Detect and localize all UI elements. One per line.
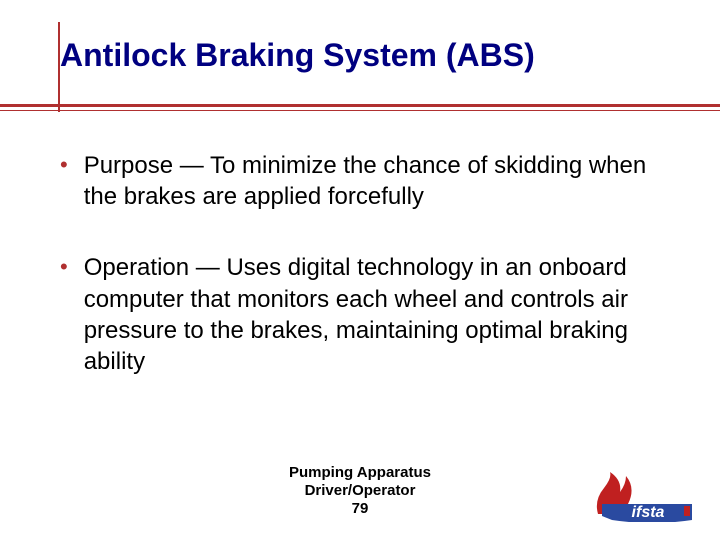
bullet-text: Purpose — To minimize the chance of skid… (84, 150, 660, 212)
bullet-item: • Operation — Uses digital technology in… (60, 252, 660, 377)
bullet-text: Operation — Uses digital technology in a… (84, 252, 660, 377)
logo-accent (684, 506, 690, 516)
content-area: • Purpose — To minimize the chance of sk… (60, 150, 660, 417)
slide-title: Antilock Braking System (ABS) (60, 38, 680, 73)
ifsta-logo: ifsta (592, 470, 692, 522)
bullet-dot-icon: • (60, 256, 68, 278)
logo-text: ifsta (632, 504, 665, 521)
bullet-item: • Purpose — To minimize the chance of sk… (60, 150, 660, 212)
bullet-dot-icon: • (60, 154, 68, 176)
slide: Antilock Braking System (ABS) • Purpose … (0, 0, 720, 540)
horizontal-rule-thin (0, 110, 720, 111)
title-area: Antilock Braking System (ABS) (60, 38, 680, 73)
horizontal-rule-thick (0, 104, 720, 107)
